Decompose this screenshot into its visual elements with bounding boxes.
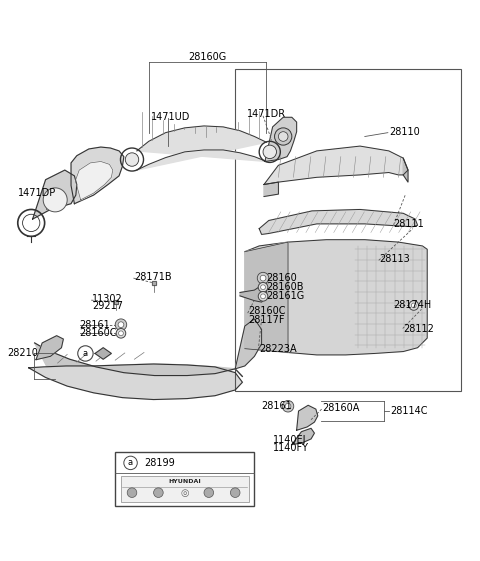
Circle shape [409,301,419,310]
Text: 28199: 28199 [144,458,175,468]
Circle shape [278,132,288,141]
Text: 1471UD: 1471UD [151,112,191,122]
Text: 28210: 28210 [7,348,38,358]
Bar [121,476,249,502]
Text: 28113: 28113 [379,254,410,264]
Text: 28112: 28112 [403,324,434,333]
Circle shape [127,488,137,498]
Polygon shape [245,242,288,352]
Text: 1471DP: 1471DP [18,188,57,198]
Polygon shape [235,319,262,369]
Text: 1140EJ: 1140EJ [273,435,306,445]
Polygon shape [403,158,408,182]
Polygon shape [245,240,427,355]
Text: 28160: 28160 [266,273,297,283]
Text: 28160B: 28160B [266,282,304,292]
Text: 29217: 29217 [92,301,123,311]
Circle shape [116,329,126,338]
Circle shape [154,488,163,498]
Polygon shape [36,335,63,360]
Bar [115,452,254,506]
Circle shape [285,403,291,409]
Polygon shape [29,364,242,399]
Polygon shape [264,146,408,185]
Text: a: a [83,349,88,358]
Text: 28160A: 28160A [323,403,360,413]
Polygon shape [259,209,418,234]
Polygon shape [297,405,318,430]
Text: 28111: 28111 [394,219,424,229]
Polygon shape [137,126,266,170]
Text: 28160C: 28160C [80,328,117,338]
Circle shape [258,292,268,301]
Text: 28160C: 28160C [249,306,286,316]
Polygon shape [292,429,314,445]
Circle shape [257,272,269,284]
Text: 1471DR: 1471DR [247,109,287,119]
Polygon shape [71,147,124,204]
Polygon shape [33,170,77,219]
Text: 28171B: 28171B [134,272,172,282]
Polygon shape [240,283,266,302]
Text: 28160G: 28160G [188,52,227,62]
Circle shape [43,188,67,212]
Circle shape [115,319,127,330]
Polygon shape [265,117,297,162]
Polygon shape [75,162,113,200]
Circle shape [118,322,124,328]
Circle shape [258,282,268,292]
Circle shape [119,331,123,335]
Polygon shape [35,343,242,376]
Circle shape [204,488,214,498]
Bar [235,70,461,391]
Text: 28110: 28110 [389,127,420,137]
Circle shape [282,401,294,412]
Circle shape [230,488,240,498]
Text: 28223A: 28223A [259,344,297,353]
Text: 28161: 28161 [80,320,110,330]
Circle shape [261,294,265,299]
Polygon shape [95,348,111,359]
Text: HYUNDAI: HYUNDAI [168,479,201,484]
Circle shape [275,128,292,145]
Circle shape [260,275,266,281]
Text: 28174H: 28174H [394,300,432,310]
Text: 28117F: 28117F [249,315,285,325]
Text: a: a [128,458,133,467]
Text: 28114C: 28114C [390,406,427,416]
Text: ◎: ◎ [180,488,189,498]
Polygon shape [264,182,278,196]
Text: 28161: 28161 [262,401,292,411]
Circle shape [261,285,265,289]
Circle shape [263,145,276,159]
Circle shape [411,303,416,308]
Text: 1140FY: 1140FY [273,443,309,453]
Text: 11302: 11302 [92,294,123,304]
Text: 28161G: 28161G [266,291,305,301]
Circle shape [125,153,139,166]
